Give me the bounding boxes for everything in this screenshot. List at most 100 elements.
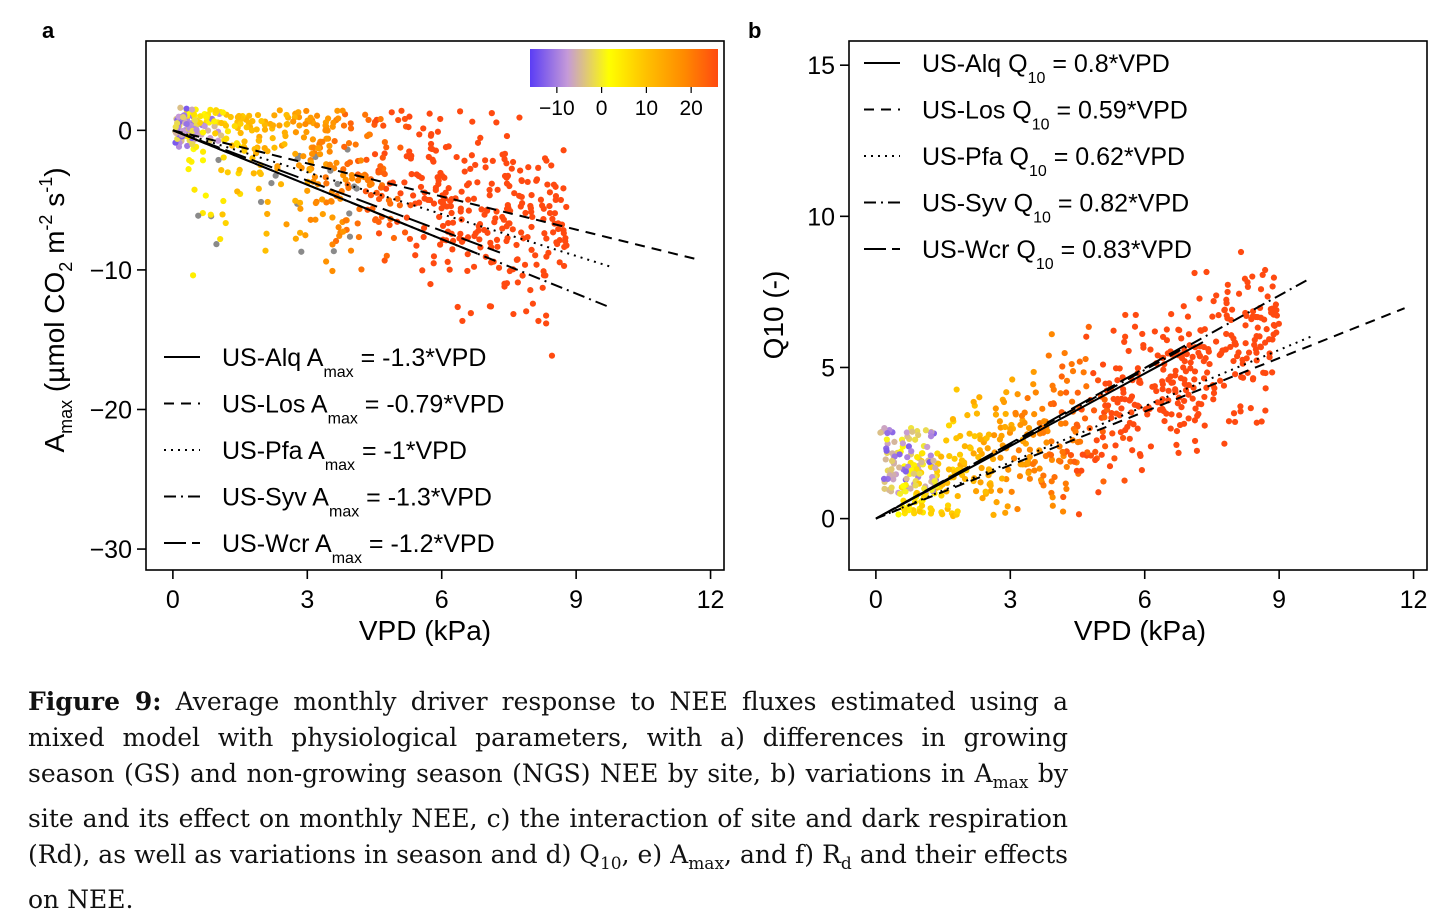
data-point — [939, 511, 946, 518]
data-point — [527, 286, 534, 294]
data-point — [340, 228, 347, 235]
data-point — [1221, 306, 1228, 313]
data-point — [220, 154, 227, 161]
data-point — [1056, 443, 1063, 450]
data-point — [1213, 292, 1220, 299]
data-point — [1090, 370, 1097, 377]
data-point — [1048, 456, 1056, 463]
data-point — [527, 202, 534, 210]
data-point — [1078, 467, 1085, 474]
data-point — [427, 140, 435, 148]
data-point — [368, 180, 375, 188]
data-point — [984, 445, 991, 452]
data-point — [1196, 352, 1203, 359]
data-point — [493, 119, 500, 126]
data-point — [555, 225, 562, 233]
data-point — [979, 495, 986, 502]
data-point — [1184, 313, 1192, 320]
data-point — [333, 159, 340, 166]
data-point — [540, 272, 548, 279]
x-tick-label: 6 — [1138, 586, 1152, 614]
data-point — [246, 112, 253, 119]
data-point — [449, 246, 456, 253]
figure-caption: Figure 9: Average monthly driver respons… — [28, 684, 1068, 918]
data-point — [1114, 395, 1121, 403]
data-point — [1137, 379, 1144, 387]
data-point — [459, 317, 466, 325]
data-point — [326, 142, 333, 149]
data-point — [976, 394, 983, 401]
data-point — [1049, 382, 1056, 389]
data-point — [437, 115, 444, 123]
data-point — [1004, 503, 1011, 510]
x-tick-label: 9 — [1272, 586, 1286, 614]
data-point — [548, 162, 555, 169]
data-point — [1010, 455, 1018, 462]
caption-label: Figure 9: — [28, 687, 162, 716]
y-tick-label: −20 — [90, 396, 132, 424]
data-point — [207, 106, 214, 113]
data-point — [218, 119, 225, 127]
data-point — [347, 247, 355, 254]
x-tick-label: 0 — [166, 586, 180, 614]
data-point — [1259, 271, 1266, 279]
data-point — [257, 198, 265, 206]
data-point — [976, 447, 983, 454]
data-point — [383, 144, 390, 151]
data-point — [1126, 397, 1133, 404]
data-point — [357, 157, 365, 164]
data-point — [1129, 447, 1136, 454]
x-tick-label: 3 — [300, 586, 314, 614]
data-point — [1025, 424, 1033, 432]
y-tick-label: 5 — [821, 354, 835, 382]
data-point — [1231, 418, 1239, 426]
data-point — [349, 175, 356, 182]
data-point — [915, 431, 922, 439]
data-point — [340, 122, 348, 129]
data-point — [1239, 374, 1247, 381]
data-point — [525, 164, 532, 171]
data-point — [1242, 322, 1249, 329]
data-point — [1002, 509, 1009, 516]
data-point — [292, 129, 300, 136]
data-point — [881, 485, 888, 492]
data-point — [1090, 407, 1098, 414]
y-tick-label: 0 — [821, 506, 835, 534]
data-point — [953, 386, 960, 393]
data-point — [372, 217, 379, 224]
data-point — [1169, 379, 1176, 386]
data-point — [482, 157, 489, 164]
data-point — [303, 107, 310, 115]
data-point — [461, 168, 468, 175]
data-point — [410, 192, 417, 199]
fit-line-us-syv — [172, 129, 608, 308]
data-point — [985, 466, 993, 473]
data-point — [1173, 441, 1180, 449]
data-point — [998, 475, 1006, 482]
data-point — [362, 188, 369, 195]
panel-a: a 0 3 6 9 12 0 −10 −20 −30 VPD (kPa) Amax (µmol… — [36, 18, 725, 646]
data-point — [467, 165, 474, 172]
data-point — [264, 210, 271, 218]
data-point — [932, 464, 939, 472]
data-point — [199, 157, 207, 164]
data-point — [1237, 403, 1244, 410]
data-point — [916, 508, 923, 515]
data-point — [1040, 429, 1047, 436]
data-point — [1181, 376, 1188, 383]
data-point — [199, 148, 207, 155]
data-point — [1167, 425, 1174, 432]
panel-label-a: a — [42, 18, 55, 43]
data-point — [521, 261, 529, 268]
data-point — [1060, 493, 1067, 501]
data-point — [1048, 438, 1055, 445]
data-point — [445, 143, 452, 150]
x-tick-label: 6 — [435, 586, 449, 614]
data-point — [1168, 411, 1175, 418]
data-point — [323, 180, 330, 187]
data-point — [1094, 377, 1102, 384]
data-point — [524, 178, 531, 186]
data-point — [916, 470, 923, 477]
data-point — [1189, 353, 1196, 360]
y-tick-label: 0 — [118, 117, 132, 145]
